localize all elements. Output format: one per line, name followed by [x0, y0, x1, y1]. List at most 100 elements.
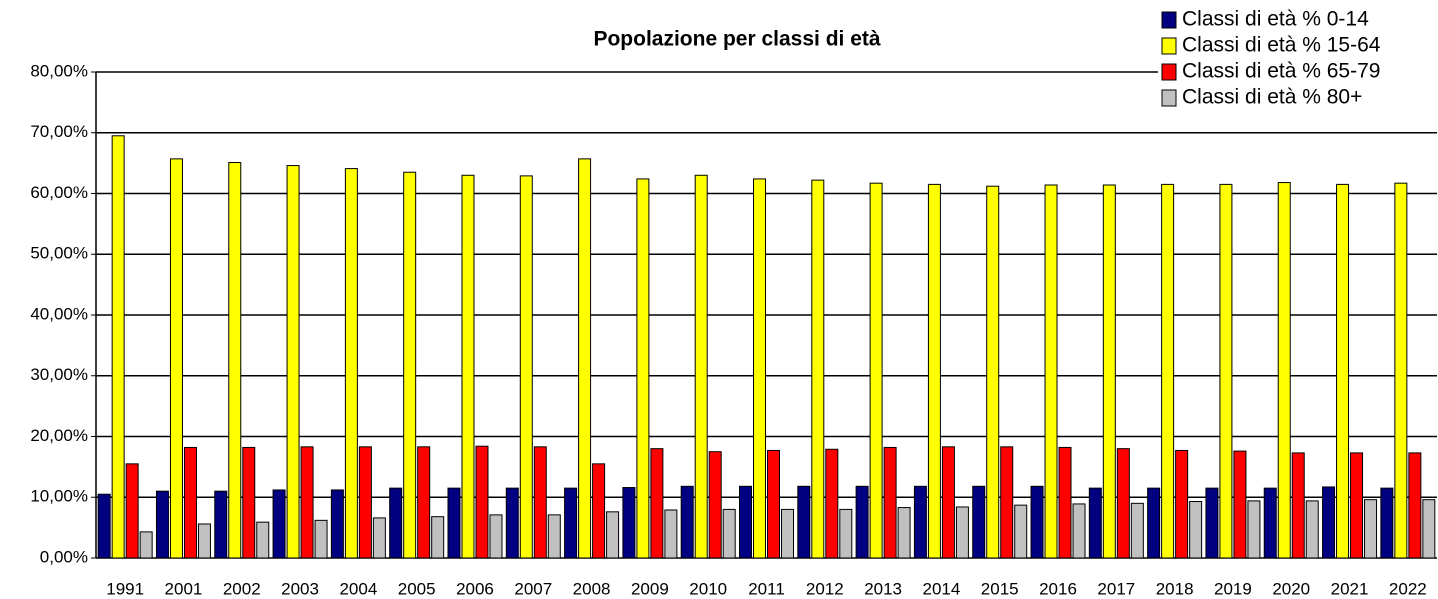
bar	[1322, 486, 1336, 559]
legend-swatch	[1161, 11, 1177, 29]
bar	[986, 185, 1000, 559]
bar	[1102, 184, 1116, 559]
bar	[1364, 499, 1378, 559]
bar	[111, 135, 125, 559]
bar	[125, 463, 139, 559]
x-tick-label: 2007	[514, 579, 552, 598]
bar	[855, 485, 869, 559]
bar	[344, 168, 358, 559]
bar	[941, 446, 955, 559]
bar	[694, 174, 708, 559]
y-tick-label: 60,00%	[30, 183, 88, 202]
bar	[431, 516, 445, 559]
bar	[1000, 446, 1014, 559]
x-tick-label: 2020	[1272, 579, 1310, 598]
x-tick-label: 2014	[922, 579, 960, 598]
bar	[797, 485, 811, 559]
y-tick-label: 20,00%	[30, 426, 88, 445]
legend-swatch	[1161, 63, 1177, 81]
bar	[1336, 183, 1350, 559]
bar	[489, 514, 503, 559]
bar	[1116, 448, 1130, 559]
bar	[1088, 487, 1102, 559]
bar	[1263, 487, 1277, 559]
bar	[1408, 452, 1422, 559]
x-tick-label: 2017	[1097, 579, 1135, 598]
legend-label: Classi di età % 0-14	[1182, 8, 1369, 31]
x-tick-label: 1991	[106, 579, 144, 598]
bar	[1130, 502, 1144, 559]
bar	[461, 174, 475, 559]
bar	[1291, 452, 1305, 559]
bar	[1277, 182, 1291, 559]
bar	[1205, 487, 1219, 559]
legend-label: Classi di età % 65-79	[1182, 60, 1380, 83]
bar	[708, 451, 722, 559]
x-tick-label: 2003	[281, 579, 319, 598]
bar	[242, 446, 256, 559]
bar	[897, 507, 911, 559]
x-tick-label: 2011	[748, 579, 785, 598]
legend-box	[1158, 0, 1438, 132]
bar	[564, 487, 578, 559]
legend-swatch	[1161, 37, 1177, 55]
bar	[519, 175, 533, 559]
bar	[1350, 452, 1364, 559]
bar	[358, 446, 372, 559]
bar	[272, 489, 286, 559]
x-tick-label: 2018	[1156, 579, 1194, 598]
bar	[403, 171, 417, 559]
bar	[622, 487, 636, 559]
bar	[825, 448, 839, 559]
x-tick-label: 2015	[981, 579, 1019, 598]
bar	[636, 178, 650, 559]
y-tick-label: 80,00%	[30, 61, 88, 80]
bar	[256, 521, 270, 559]
bar	[475, 445, 489, 559]
bar	[883, 446, 897, 559]
legend-label: Classi di età % 15-64	[1182, 34, 1381, 57]
x-tick-label: 2008	[573, 579, 611, 598]
bar	[505, 487, 519, 559]
bar	[913, 485, 927, 559]
bar	[197, 523, 211, 559]
bar	[1175, 449, 1189, 559]
x-tick-label: 2016	[1039, 579, 1077, 598]
bar	[972, 485, 986, 559]
bar	[1305, 500, 1319, 559]
y-tick-label: 30,00%	[30, 365, 88, 384]
bar	[1072, 503, 1086, 559]
bar	[1422, 499, 1436, 559]
bar	[1147, 487, 1161, 559]
bar	[1394, 182, 1408, 559]
bar	[578, 158, 592, 559]
x-tick-label: 2021	[1331, 579, 1369, 598]
bar	[155, 490, 169, 559]
bar	[1219, 183, 1233, 559]
x-tick-label: 2022	[1389, 579, 1427, 598]
bar	[547, 514, 561, 559]
bar	[389, 487, 403, 559]
bar	[417, 446, 431, 559]
bar	[811, 179, 825, 559]
x-tick-label: 2010	[689, 579, 727, 598]
bar	[767, 449, 780, 559]
bar	[214, 490, 228, 559]
y-tick-label: 40,00%	[30, 304, 88, 323]
bar	[372, 517, 386, 559]
y-tick-label: 50,00%	[30, 244, 88, 263]
bar	[1044, 184, 1058, 559]
bar	[1247, 500, 1261, 559]
chart-title: Popolazione per classi di età	[593, 28, 880, 51]
x-tick-label: 2004	[339, 579, 377, 598]
bar	[1161, 183, 1175, 559]
x-tick-label: 2001	[165, 579, 203, 598]
bar	[722, 508, 736, 559]
bar	[1014, 504, 1028, 559]
bar	[1030, 485, 1044, 559]
bar	[927, 183, 941, 559]
x-tick-label: 2009	[631, 579, 669, 598]
x-tick-label: 2012	[806, 579, 844, 598]
bar	[300, 446, 314, 559]
